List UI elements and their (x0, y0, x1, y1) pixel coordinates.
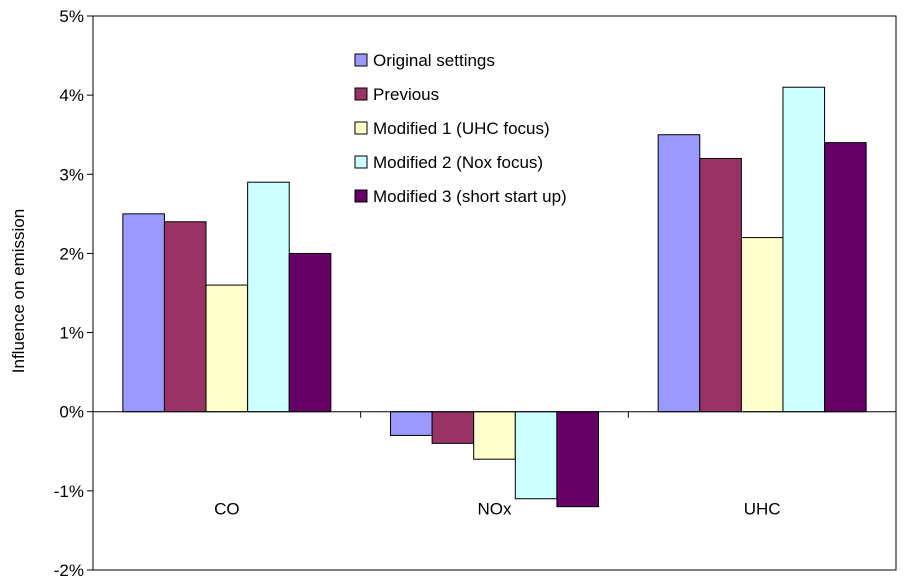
y-tick-label: 1% (59, 324, 84, 343)
y-tick-label: 4% (59, 86, 84, 105)
bar (514, 411, 558, 500)
legend-swatch (354, 53, 368, 67)
bar (247, 181, 290, 413)
plot-frame (92, 15, 897, 571)
bar (699, 157, 742, 413)
legend-swatch (354, 155, 368, 169)
legend: Original settings Previous Modified 1 (UHC… (354, 51, 567, 206)
legend-label: Previous (373, 85, 439, 104)
y-tick-label: 0% (59, 403, 84, 422)
legend-swatch (354, 121, 368, 135)
legend-label: Modified 3 (short start up) (373, 187, 567, 206)
y-tick-labels: -2% -1% 0% 1% 2% 3% 4% 5% (54, 7, 84, 579)
bar (390, 411, 433, 436)
legend-label: Modified 2 (Nox focus) (373, 153, 543, 172)
legend-swatch (354, 87, 368, 101)
bar (740, 237, 784, 413)
y-tick-label: 3% (59, 165, 84, 184)
bar (163, 221, 207, 413)
legend-label: Modified 1 (UHC focus) (373, 119, 550, 138)
bar (288, 252, 332, 413)
y-tick-label: -2% (54, 561, 84, 579)
bar (122, 213, 165, 413)
bar (556, 411, 600, 508)
category-label: UHC (744, 500, 781, 519)
legend-swatch (354, 189, 368, 203)
y-tick-label: 5% (59, 7, 84, 26)
bar (657, 134, 701, 413)
category-labels: CO NOx UHC (214, 500, 781, 519)
bar (824, 142, 867, 413)
category-label: NOx (478, 500, 513, 519)
bar (431, 411, 475, 444)
y-tick-label: 2% (59, 244, 84, 263)
bars-layer (122, 86, 867, 508)
y-axis-label: Influence on emission (9, 209, 28, 373)
axes-layer (87, 15, 897, 571)
legend-label: Original settings (373, 51, 495, 70)
y-tick-label: -1% (54, 482, 84, 501)
bar (205, 284, 249, 413)
bar (473, 411, 516, 460)
category-label: CO (214, 500, 240, 519)
bar (782, 86, 826, 413)
